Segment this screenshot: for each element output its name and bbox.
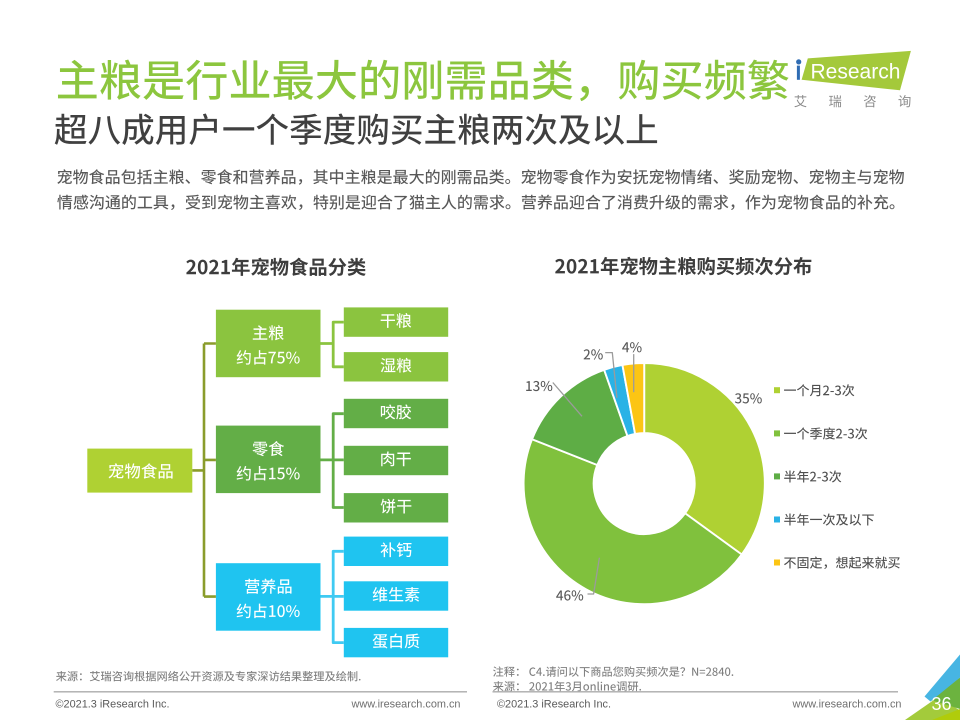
svg-text:36: 36 [932,694,952,714]
svg-text:Research: Research [811,60,901,83]
svg-text:©2021.3 iResearch Inc.: ©2021.3 iResearch Inc. [497,699,611,711]
svg-text:©2021.3 iResearch Inc.: ©2021.3 iResearch Inc. [56,699,170,711]
svg-text:www.iresearch.com.cn: www.iresearch.com.cn [351,699,461,711]
svg-text:www.iresearch.com.cn: www.iresearch.com.cn [792,699,902,711]
